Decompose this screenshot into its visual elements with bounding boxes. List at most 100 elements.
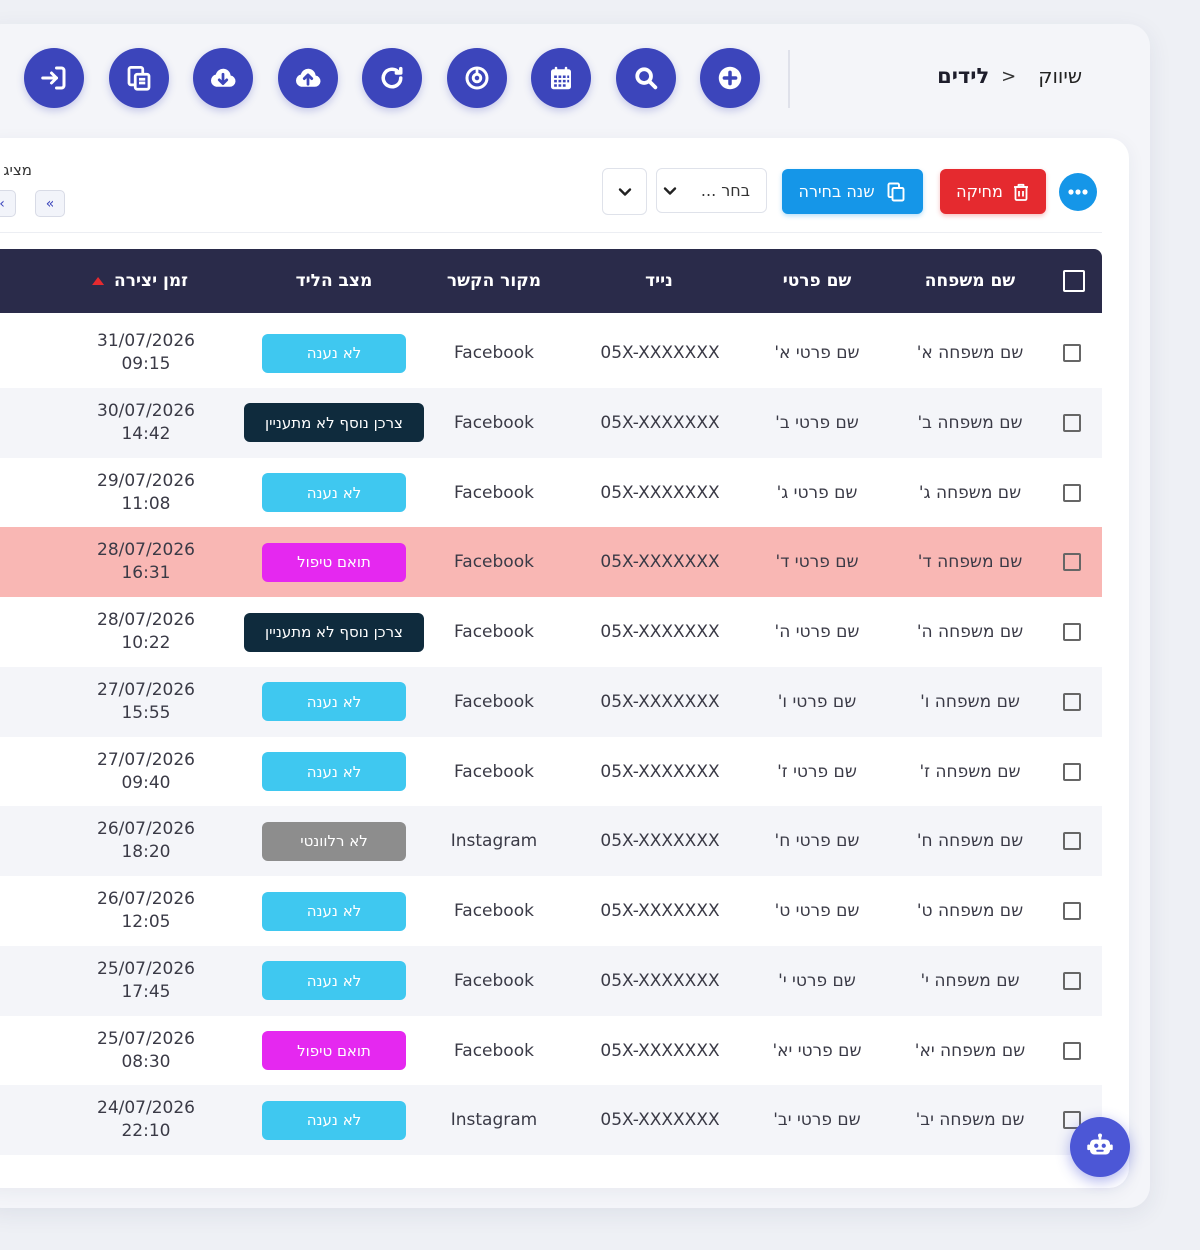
cell-status: תואם טיפול: [262, 1016, 406, 1086]
table-row[interactable]: שם משפחה ט' שם פרטי ט' 05X-XXXXXXX Facebook…: [0, 876, 1102, 946]
cell-last-name: שם משפחה יא': [914, 1040, 1026, 1061]
cell-last-name: שם משפחה ו': [920, 691, 1020, 712]
pager-first-button[interactable]: «: [35, 190, 65, 217]
more-options-button[interactable]: [1059, 173, 1097, 211]
header-source[interactable]: מקור הקשר: [446, 271, 542, 291]
cell-status: צרכן נוסף לא מתעניין: [244, 388, 424, 458]
row-checkbox[interactable]: [1063, 1111, 1081, 1130]
cell-status: לא נענה: [262, 1085, 406, 1155]
breadcrumb-root[interactable]: שיווק: [1038, 64, 1082, 88]
cloud-download-icon: [210, 68, 236, 87]
year-select-button[interactable]: שנה בחירה: [782, 169, 923, 214]
status-badge[interactable]: תואם טיפול: [262, 542, 406, 582]
table-row[interactable]: שם משפחה י' שם פרטי י' 05X-XXXXXXX Facebook…: [0, 945, 1102, 1016]
row-checkbox[interactable]: [1063, 344, 1081, 362]
header-created[interactable]: זמן יצירה: [92, 249, 188, 313]
delete-button[interactable]: מחיקה: [940, 169, 1046, 214]
status-badge[interactable]: לא נענה: [262, 682, 406, 722]
cell-created: 30/07/2026 14:42: [97, 388, 195, 458]
table-row[interactable]: שם משפחה ז' שם פרטי ז' 05X-XXXXXXX Facebook…: [0, 736, 1102, 807]
row-checkbox[interactable]: [1063, 971, 1081, 990]
cell-first-name: שם פרטי י': [778, 970, 856, 991]
created-date: 26/07/2026: [97, 819, 195, 840]
table-row[interactable]: שם משפחה יב' שם פרטי יב' 05X-XXXXXXX Instag…: [0, 1085, 1102, 1156]
table-row[interactable]: שם משפחה ו' שם פרטי ו' 05X-XXXXXXX Facebook…: [0, 666, 1102, 737]
status-badge[interactable]: לא נענה: [262, 752, 406, 791]
created-date: 31/07/2026: [97, 331, 195, 351]
download-button[interactable]: [193, 48, 253, 108]
calendar-button[interactable]: [531, 48, 591, 108]
header-first-name[interactable]: שם פרטי: [782, 271, 852, 291]
row-checkbox[interactable]: [1063, 483, 1081, 502]
toolbar-divider: [788, 50, 790, 108]
table-row[interactable]: שם משפחה ב' שם פרטי ב' 05X-XXXXXXX Facebook…: [0, 387, 1102, 458]
row-checkbox[interactable]: [1063, 1041, 1081, 1060]
target-button[interactable]: [446, 48, 507, 108]
created-time: 11:08: [121, 493, 171, 514]
table-row[interactable]: שם משפחה א' שם פרטי א' 05X-XXXXXXX Facebook…: [0, 318, 1102, 388]
row-checkbox[interactable]: [1063, 762, 1081, 781]
chevron-down-icon: [618, 187, 631, 196]
search-button[interactable]: [615, 48, 676, 108]
pager-prev-button[interactable]: ‹: [0, 190, 16, 217]
assistant-bot-button[interactable]: [1070, 1117, 1130, 1177]
select-all-checkbox[interactable]: [1063, 270, 1085, 292]
cell-source: Facebook: [454, 412, 534, 433]
cell-created: 25/07/2026 17:45: [97, 946, 195, 1016]
robot-icon: [1087, 1133, 1113, 1155]
cell-created: 27/07/2026 09:40: [97, 737, 195, 807]
breadcrumb-current: לידים: [937, 64, 990, 88]
status-badge[interactable]: צרכן נוסף לא מתעניין: [244, 403, 424, 443]
login-button[interactable]: [24, 48, 84, 108]
cell-source: Facebook: [454, 970, 534, 991]
row-checkbox[interactable]: [1063, 832, 1081, 851]
cell-mobile: 05X-XXXXXXX: [600, 691, 720, 712]
cell-mobile: 05X-XXXXXXX: [600, 831, 720, 852]
status-badge[interactable]: לא נענה: [262, 473, 406, 512]
row-checkbox[interactable]: [1063, 623, 1081, 641]
breadcrumb: שיווק < לידים: [937, 64, 1082, 88]
cell-created: 27/07/2026 15:55: [97, 667, 195, 737]
secondary-select[interactable]: [602, 168, 647, 215]
header-status[interactable]: מצב הליד: [295, 271, 373, 291]
row-checkbox[interactable]: [1063, 553, 1081, 572]
cell-first-name: שם פרטי ז': [777, 761, 857, 782]
add-button[interactable]: [700, 48, 760, 108]
breadcrumb-separator: <: [1001, 65, 1017, 87]
created-time: 08:30: [121, 1051, 171, 1072]
header-last-name[interactable]: שם משפחה: [924, 271, 1016, 291]
cell-last-name: שם משפחה א': [916, 343, 1024, 363]
table-row[interactable]: שם משפחה יא' שם פרטי יא' 05X-XXXXXXX Facebo…: [0, 1015, 1102, 1086]
row-checkbox[interactable]: [1063, 413, 1081, 432]
status-badge[interactable]: לא נענה: [262, 1100, 406, 1140]
upload-button[interactable]: [277, 48, 338, 108]
copy-button[interactable]: [108, 48, 169, 108]
status-badge[interactable]: תואם טיפול: [262, 1031, 406, 1070]
cell-first-name: שם פרטי יב': [773, 1110, 861, 1131]
cell-last-name: שם משפחה י': [920, 970, 1020, 991]
header-created-label: זמן יצירה: [114, 271, 188, 291]
header-mobile[interactable]: נייד: [645, 271, 673, 291]
cell-created: 26/07/2026 18:20: [97, 806, 195, 876]
row-checkbox[interactable]: [1063, 902, 1081, 920]
table-row[interactable]: שם משפחה ח' שם פרטי ח' 05X-XXXXXXX Instagra…: [0, 806, 1102, 877]
table-row[interactable]: שם משפחה ג' שם פרטי ג' 05X-XXXXXXX Facebook…: [0, 457, 1102, 528]
display-count-label: מציג: [3, 161, 32, 179]
table-row[interactable]: שם משפחה ד' שם פרטי ד' 05X-XXXXXXX Facebook…: [0, 527, 1102, 598]
cell-source: Instagram: [450, 1110, 538, 1131]
status-badge[interactable]: לא נענה: [262, 891, 406, 931]
status-badge[interactable]: צרכן נוסף לא מתעניין: [244, 612, 424, 652]
cell-first-name: שם פרטי ה': [774, 622, 860, 642]
created-time: 09:15: [121, 354, 171, 374]
choose-select[interactable]: בחר ...: [656, 168, 767, 213]
table-row[interactable]: שם משפחה ה' שם פרטי ה' 05X-XXXXXXX Facebook…: [0, 597, 1102, 667]
status-badge[interactable]: לא רלוונטי: [262, 821, 406, 861]
row-checkbox[interactable]: [1063, 692, 1081, 711]
cell-source: Facebook: [454, 761, 534, 782]
cell-source: Instagram: [450, 831, 538, 852]
status-badge[interactable]: לא נענה: [262, 961, 406, 1001]
refresh-button[interactable]: [362, 48, 422, 108]
status-badge[interactable]: לא נענה: [262, 333, 406, 373]
cell-last-name: שם משפחה ח': [916, 831, 1024, 852]
created-time: 10:22: [121, 633, 171, 653]
